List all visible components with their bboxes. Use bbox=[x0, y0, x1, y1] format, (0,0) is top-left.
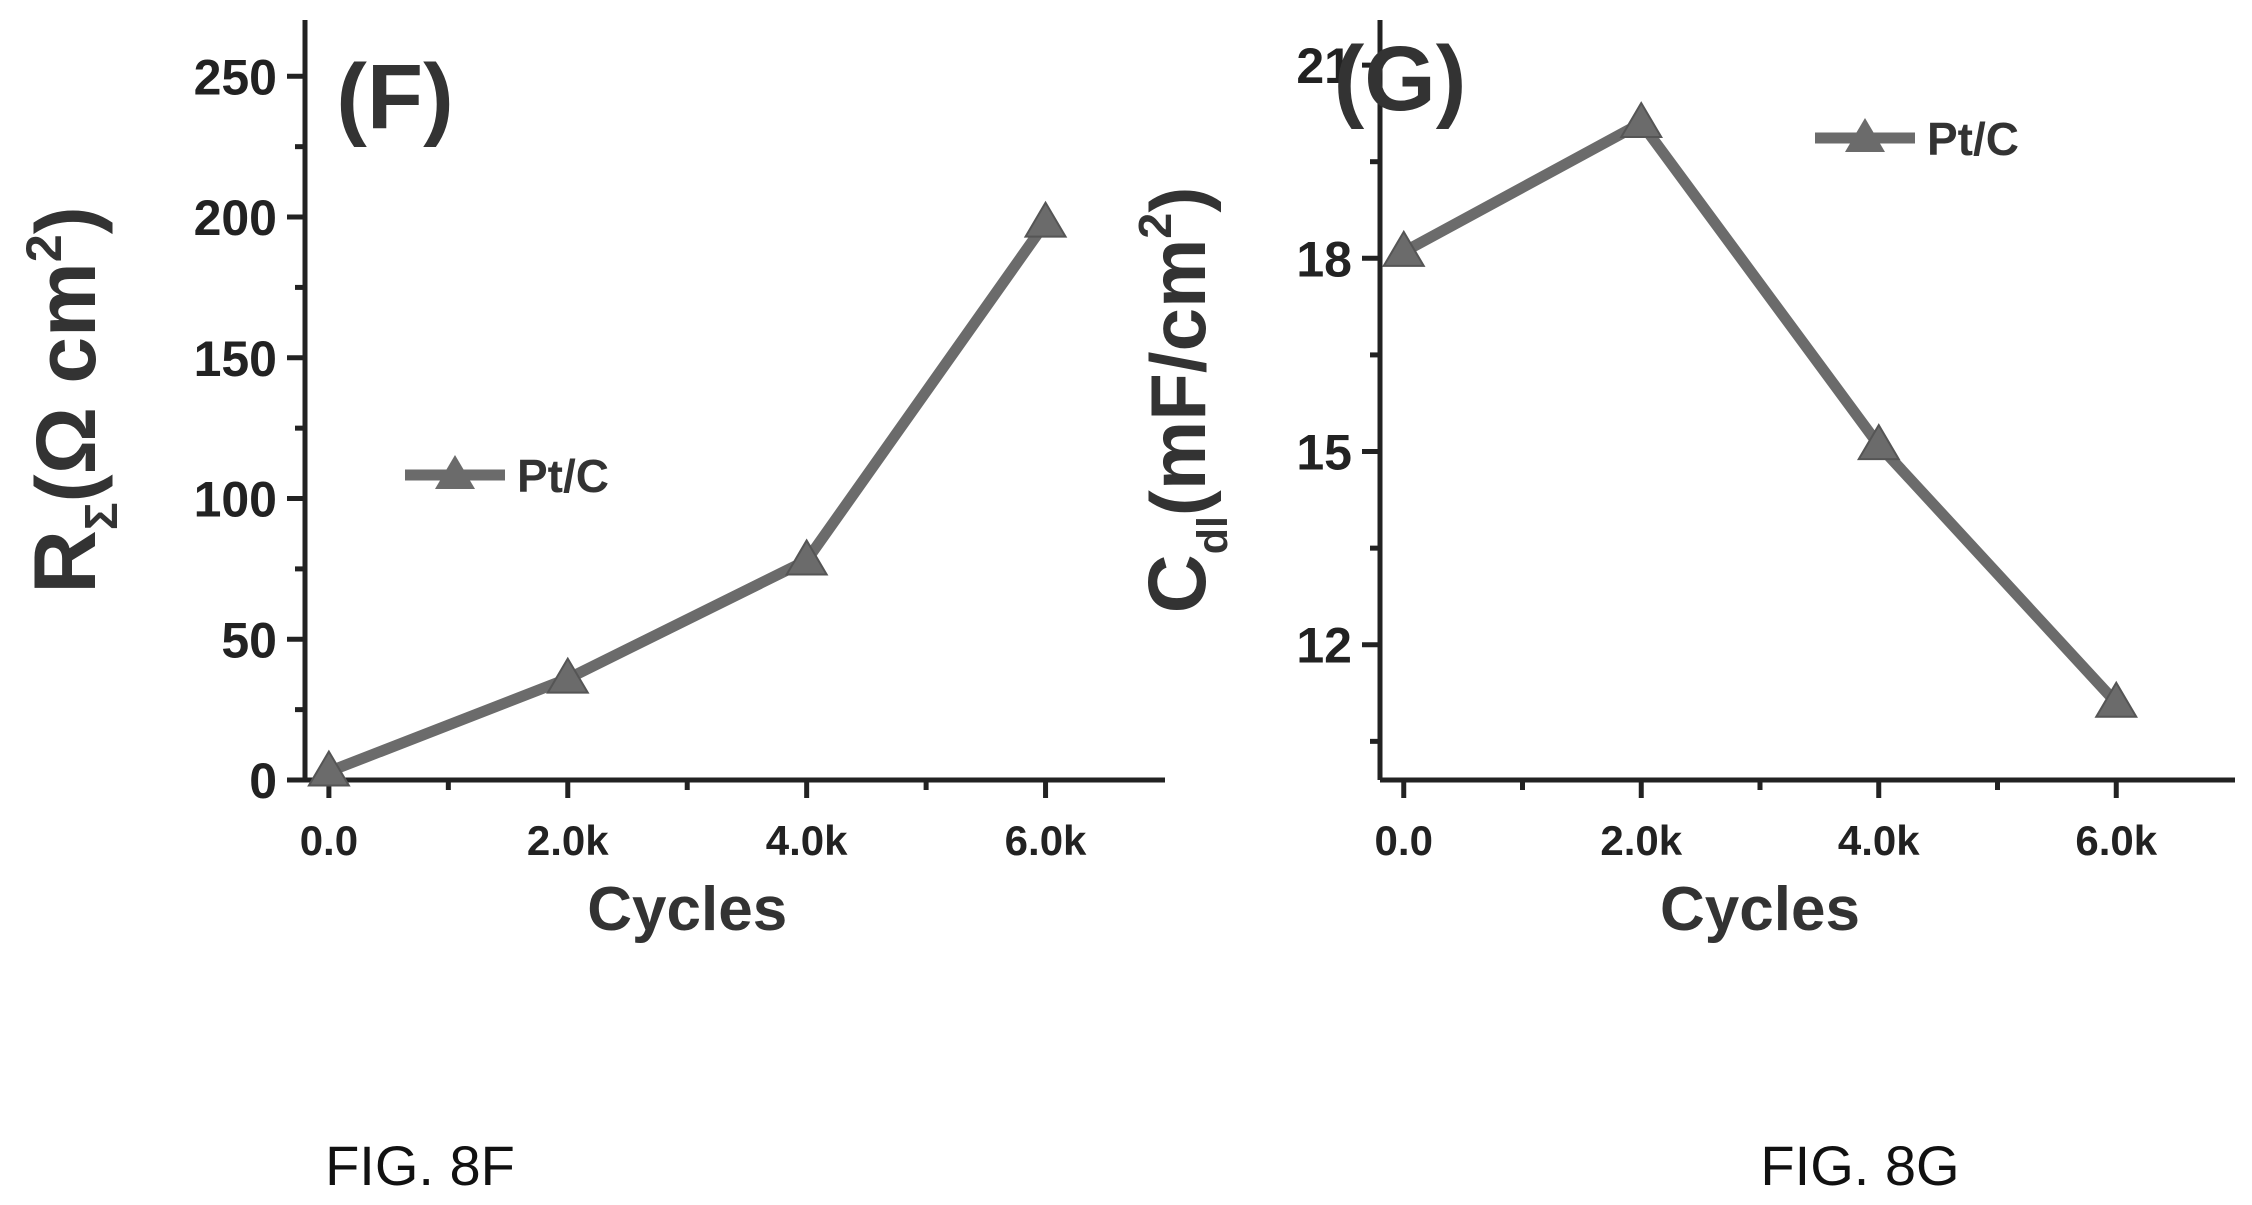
y-tick-label: 150 bbox=[194, 331, 277, 387]
series-line-pt-c bbox=[1401, 117, 2121, 707]
data-point-marker bbox=[1023, 200, 1068, 238]
x-tick-label: 2.0k bbox=[1600, 817, 1682, 864]
y-axis-title-subscript: dl bbox=[1189, 516, 1237, 554]
y-axis-title-units: (mF/cm bbox=[1134, 239, 1222, 516]
y-tick-label: 250 bbox=[194, 49, 277, 105]
y-axis-title-superscript: 2 bbox=[15, 234, 72, 262]
y-axis-title-subscript: Σ bbox=[75, 502, 127, 530]
y-tick-label: 15 bbox=[1296, 425, 1352, 481]
data-point-marker bbox=[1619, 101, 1663, 139]
y-tick-label: 50 bbox=[221, 612, 277, 668]
figure-caption-8g: FIG. 8G bbox=[1760, 1134, 1959, 1197]
legend-triangle-marker bbox=[1845, 118, 1885, 152]
y-tick-label: 100 bbox=[194, 472, 277, 528]
data-point-marker bbox=[1382, 229, 1426, 267]
x-axis-title: Cycles bbox=[1660, 875, 1860, 944]
y-axis-title-units: (Ω cm bbox=[19, 262, 113, 502]
x-tick-label: 0.0 bbox=[300, 817, 358, 864]
y-tick-label: 21 bbox=[1296, 38, 1352, 94]
legend-label: Pt/C bbox=[1927, 113, 2019, 165]
y-axis-title-main: R bbox=[15, 530, 114, 594]
x-tick-label: 6.0k bbox=[2075, 817, 2157, 864]
data-point-marker bbox=[784, 538, 829, 576]
figure-caption-8f: FIG. 8F bbox=[325, 1134, 515, 1197]
data-point-marker bbox=[2094, 680, 2138, 718]
x-tick-label: 4.0k bbox=[1838, 817, 1920, 864]
legend-label: Pt/C bbox=[517, 450, 609, 502]
series-line-pt-c bbox=[326, 219, 1051, 777]
data-point-marker bbox=[546, 656, 590, 694]
data-point-marker bbox=[307, 749, 351, 787]
x-tick-label: 6.0k bbox=[1005, 817, 1087, 864]
x-tick-label: 4.0k bbox=[766, 817, 848, 864]
data-point-marker bbox=[1857, 423, 1901, 461]
y-tick-label: 12 bbox=[1296, 618, 1352, 674]
legend-triangle-marker bbox=[435, 455, 475, 489]
chart-8g: 12 15 18 21 0.0 2.0k 4.0k 6.0k Cycles Cdl(mF/cm2)… bbox=[1129, 20, 2235, 944]
y-axis-title-main: C bbox=[1132, 554, 1223, 613]
chart-8f: 0 50 100 150 200 250 0.0 2.0k 4.0k 6.0k Cycles RΣ(Ω… bbox=[15, 20, 1165, 944]
y-axis-title-close: ) bbox=[1134, 187, 1222, 213]
panel-label: (G) bbox=[1334, 28, 1467, 130]
x-tick-label: 0.0 bbox=[1375, 817, 1433, 864]
y-axis-title-close: ) bbox=[19, 206, 113, 234]
y-axis-title-superscript: 2 bbox=[1129, 213, 1181, 239]
x-tick-label: 2.0k bbox=[527, 817, 609, 864]
y-tick-label: 0 bbox=[249, 753, 277, 809]
y-axis-title: RΣ(Ω cm2) bbox=[15, 206, 127, 594]
y-tick-label: 200 bbox=[194, 190, 277, 246]
y-axis-title: Cdl(mF/cm2) bbox=[1129, 187, 1237, 614]
panel-label: (F) bbox=[336, 46, 453, 148]
x-axis-title: Cycles bbox=[587, 875, 787, 944]
y-tick-label: 18 bbox=[1296, 231, 1352, 287]
